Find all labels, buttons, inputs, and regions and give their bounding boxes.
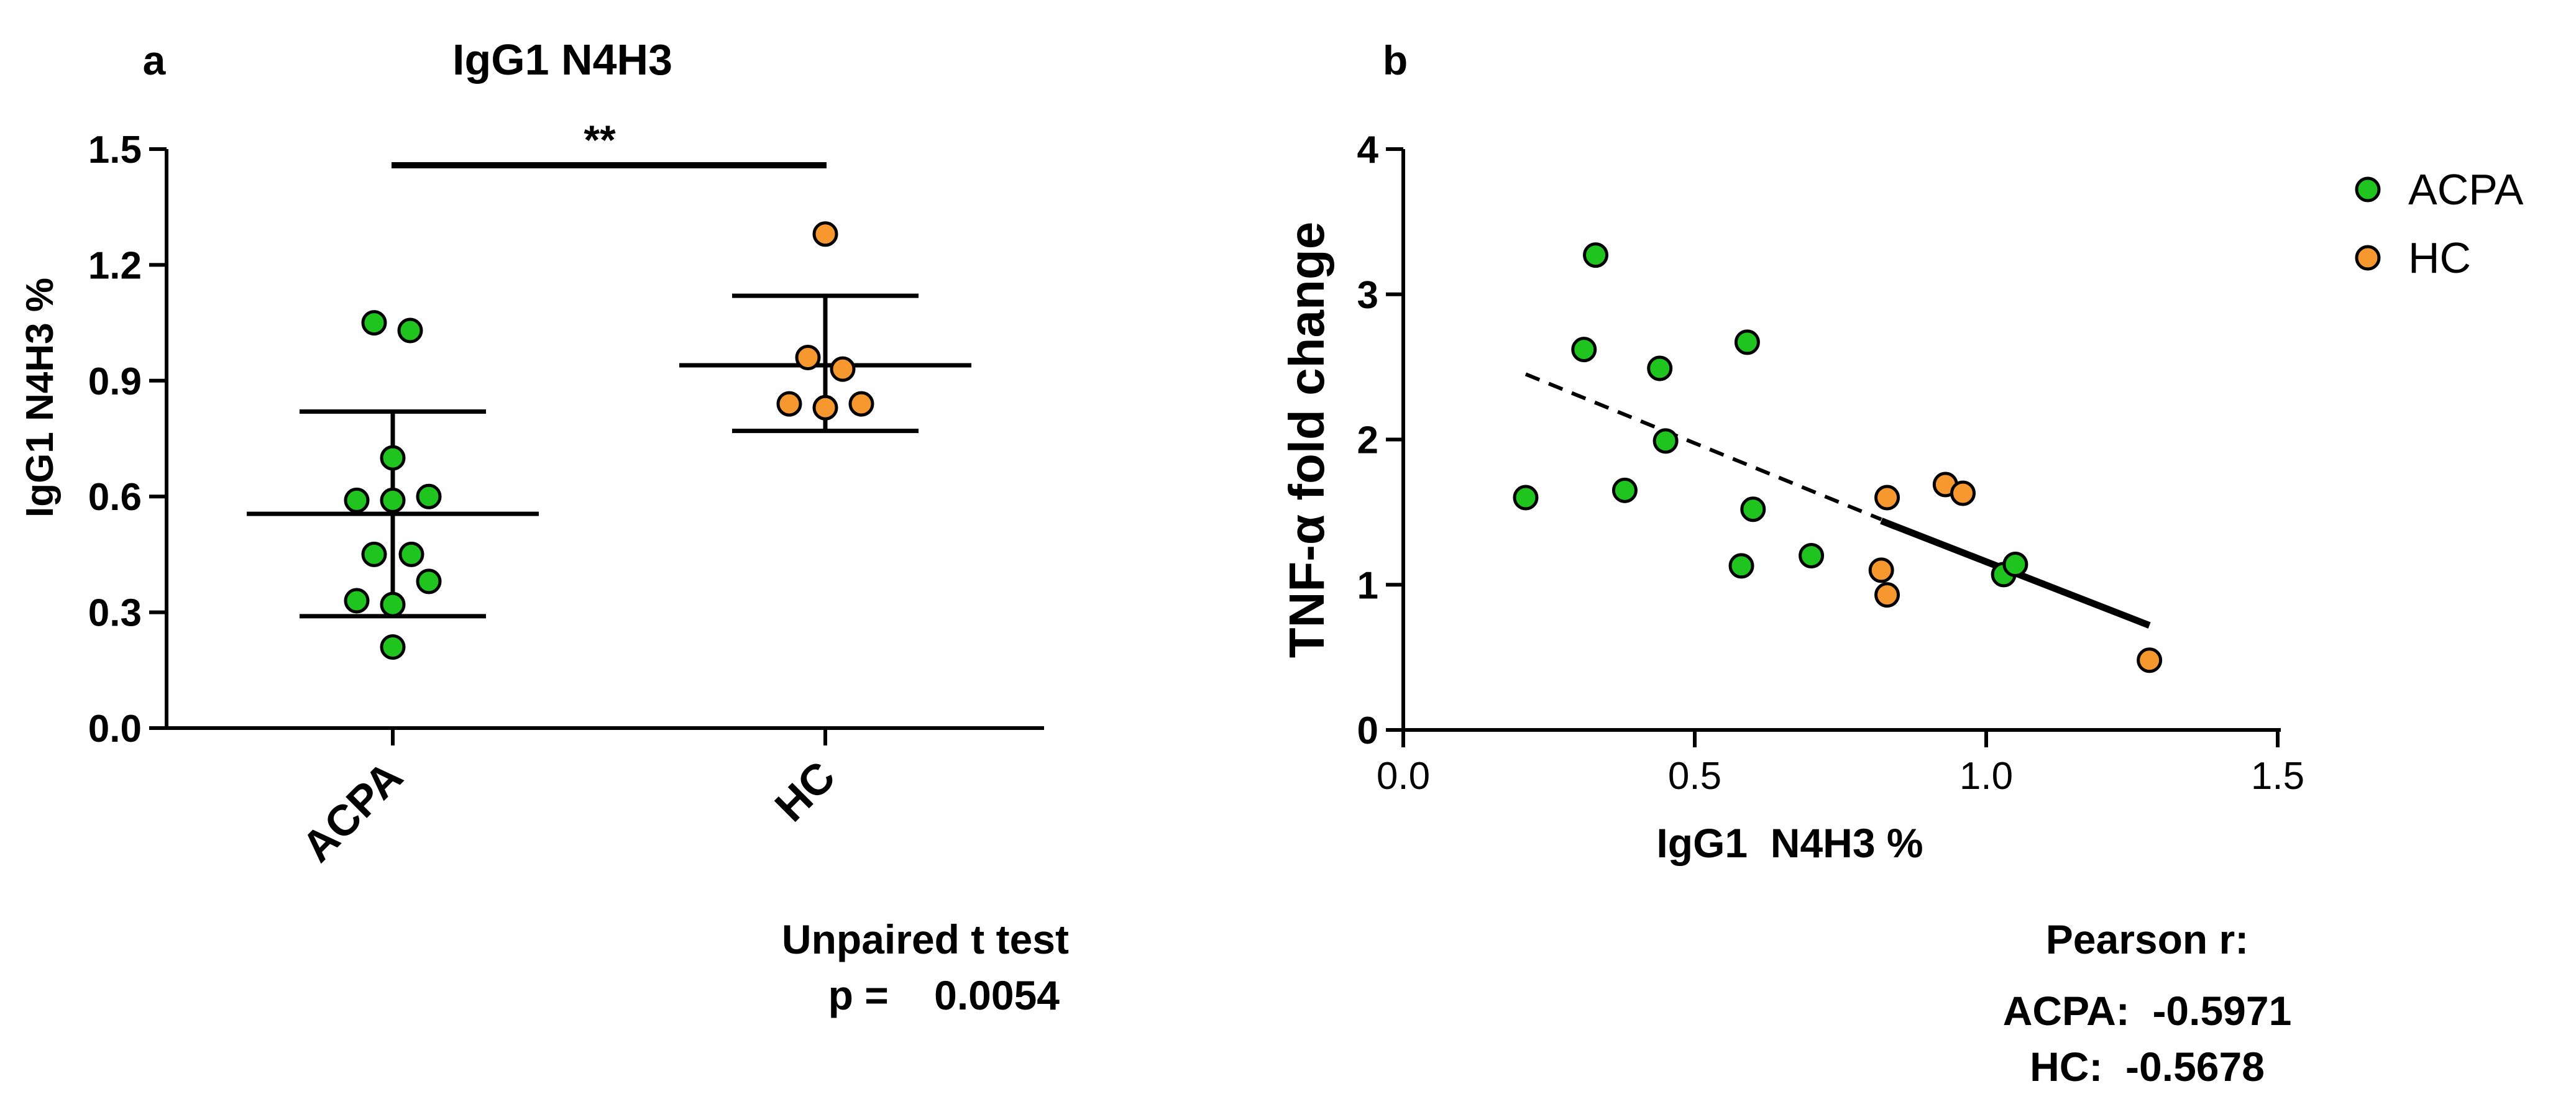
legend-label-acpa: ACPA (2408, 165, 2524, 214)
data-point-hc (776, 391, 802, 417)
pearson-label: Pearson r: (2046, 916, 2248, 962)
panel-b-y-axis-label: TNF-α fold change (1279, 222, 1334, 658)
panel-a-y-tick-label: 1.2 (88, 244, 142, 287)
panel-b-x-ticks: 0.0 0.5 1.0 1.5 (1377, 730, 2304, 798)
panel-b-y-tick-label: 2 (1357, 419, 1378, 462)
panel-b-points (1513, 242, 2163, 673)
panel-a-error-bars (247, 293, 971, 619)
significance-stars: ** (584, 117, 616, 163)
panel-a-y-ticks: 0.0 0.3 0.6 0.9 1.2 1.5 (88, 129, 167, 750)
panel-a-title: IgG1 N4H3 (452, 35, 672, 84)
panel-b-x-tick-label: 0.5 (1668, 755, 1721, 798)
data-point-acpa (2002, 552, 2028, 578)
data-point-acpa (1611, 477, 1638, 503)
panel-b: b TNF-α fold change 0 1 2 3 4 0.0 0.5 1.0 1.5 I… (1279, 37, 2524, 1090)
data-point-hc (2137, 647, 2163, 673)
legend-label-hc: HC (2408, 234, 2471, 282)
data-point-acpa (1571, 337, 1597, 363)
data-point-hc (830, 356, 856, 382)
t-test-label: Unpaired t test (782, 916, 1069, 962)
panel-a-y-tick-label: 0.9 (88, 360, 142, 403)
data-point-acpa (1740, 496, 1766, 522)
panel-a-points (344, 221, 874, 660)
panel-b-x-tick-label: 1.5 (2251, 755, 2304, 798)
data-point-acpa (344, 487, 370, 513)
data-point-acpa (1799, 543, 1825, 568)
data-point-acpa (1728, 553, 1754, 579)
data-point-acpa (380, 445, 406, 471)
panel-b-y-tick-label: 3 (1357, 274, 1378, 317)
panel-b-label: b (1383, 37, 1408, 83)
data-point-acpa (1734, 329, 1760, 355)
data-point-acpa (416, 483, 442, 509)
data-point-hc (1950, 480, 1976, 506)
panel-a-x-ticks: ACPA HC (293, 728, 845, 871)
data-point-acpa (416, 568, 442, 595)
panel-a-label: a (143, 37, 167, 83)
data-point-acpa (361, 541, 387, 567)
data-point-acpa (380, 487, 406, 513)
panel-a-y-tick-label: 0.6 (88, 476, 142, 519)
data-point-acpa (380, 634, 406, 660)
data-point-hc (812, 394, 838, 421)
legend-marker-acpa (2355, 176, 2381, 203)
data-point-acpa (380, 591, 406, 618)
data-point-hc (1868, 557, 1894, 583)
panel-a-y-tick-label: 0.3 (88, 592, 142, 635)
data-point-acpa (397, 317, 423, 344)
data-point-acpa (1513, 485, 1539, 511)
panel-a-y-axis-label: IgG1 N4H3 % (19, 278, 62, 517)
data-point-acpa (1583, 242, 1609, 268)
data-point-acpa (1652, 428, 1679, 454)
legend: ACPA HC (2355, 165, 2524, 282)
panel-b-y-tick-label: 4 (1357, 129, 1379, 171)
data-point-acpa (344, 588, 370, 614)
panel-b-y-tick-label: 0 (1357, 709, 1378, 752)
panel-b-y-tick-label: 1 (1357, 564, 1378, 607)
panel-a-y-tick-label: 1.5 (88, 129, 142, 171)
panel-a-y-tick-label: 0.0 (88, 708, 142, 750)
data-point-hc (1874, 582, 1900, 608)
data-point-hc (812, 221, 838, 247)
data-point-hc (1874, 485, 1900, 511)
panel-a-x-tick-label: ACPA (293, 752, 412, 871)
panel-a: a IgG1 N4H3 IgG1 N4H3 % 0.0 0.3 0.6 0.9 1.2 1… (19, 35, 1069, 1018)
regression-line-acpa (1524, 372, 1882, 521)
pearson-acpa-value: ACPA: -0.5971 (2003, 988, 2292, 1034)
data-point-acpa (361, 310, 387, 336)
data-point-acpa (1647, 355, 1673, 381)
panel-b-x-tick-label: 0.0 (1377, 755, 1430, 798)
p-value-label: p = 0.0054 (828, 972, 1060, 1018)
panel-b-y-ticks: 0 1 2 3 4 (1357, 129, 1403, 752)
legend-marker-hc (2355, 245, 2381, 271)
pearson-hc-value: HC: -0.5678 (2030, 1044, 2265, 1090)
panel-a-x-tick-label: HC (766, 752, 845, 831)
panel-b-x-axis-label: IgG1 N4H3 % (1656, 820, 1923, 866)
data-point-acpa (398, 541, 424, 567)
panel-b-x-tick-label: 1.0 (1960, 755, 2013, 798)
data-point-hc (848, 391, 874, 417)
data-point-hc (795, 345, 821, 371)
